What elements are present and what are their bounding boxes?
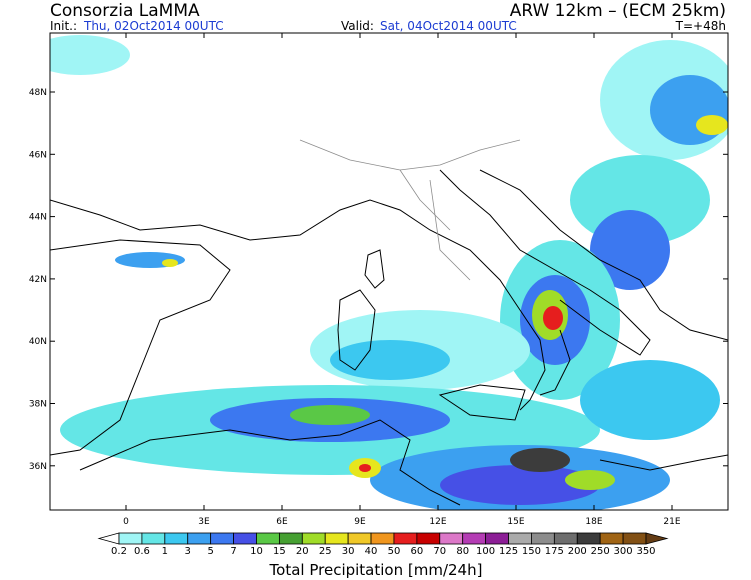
colorbar-label: 100 (476, 546, 495, 557)
colorbar-label: 350 (636, 546, 655, 557)
colorbar-swatch (324, 532, 349, 545)
colorbar-swatch (301, 532, 326, 545)
lat-label: 42N (29, 275, 47, 285)
colorbar-label: 1 (162, 546, 168, 557)
colorbar-label: 150 (522, 546, 541, 557)
colorbar-arrow (97, 532, 120, 545)
colorbar-label: 25 (319, 546, 332, 557)
colorbar-swatch (531, 532, 555, 545)
init-time: Thu, 02Oct2014 00UTC (83, 19, 224, 33)
colorbar-arrow (645, 532, 669, 545)
colorbar-label: 125 (499, 546, 518, 557)
colorbar-swatch (164, 532, 189, 545)
institution: Consorzia LaMMA (50, 1, 200, 21)
colorbar-swatch (187, 532, 212, 545)
valid-time: Sat, 04Oct2014 00UTC (380, 19, 517, 33)
lat-label: 48N (29, 88, 47, 98)
model: ARW 12km – (ECM 25km) (510, 1, 726, 21)
valid-label: Valid: (341, 19, 374, 33)
lat-label: 36N (29, 462, 47, 472)
colorbar-label: 30 (342, 546, 355, 557)
colorbar-swatch (462, 532, 487, 545)
colorbar-label: 250 (591, 546, 610, 557)
colorbar-label: 175 (545, 546, 564, 557)
colorbar-label: 200 (568, 546, 587, 557)
coastlines (50, 139, 728, 506)
colorbar-swatch (347, 532, 372, 545)
lon-label: 12E (429, 517, 446, 527)
lon-label: 15E (507, 517, 524, 527)
lon-label: 18E (585, 517, 602, 527)
lat-label: 44N (29, 213, 47, 223)
colorbar-swatch (439, 532, 464, 545)
colorbar-swatch (278, 532, 303, 545)
colorbar-swatch (576, 532, 601, 545)
colorbar-label: 80 (456, 546, 469, 557)
colorbar-label: 60 (411, 546, 424, 557)
colorbar-label: 0.6 (134, 546, 150, 557)
colorbar-swatch (553, 532, 578, 545)
lon-label: 9E (354, 517, 366, 527)
lead-time: T=+48h (675, 19, 726, 33)
colorbar-swatch (370, 532, 395, 545)
colorbar-swatch (485, 532, 509, 545)
lon-label: 0 (123, 517, 129, 527)
map-area (49, 32, 729, 511)
colorbar-swatch (118, 532, 143, 545)
colorbar-label: 5 (207, 546, 213, 557)
colorbar-swatch (256, 532, 280, 545)
colorbar-swatch (233, 532, 257, 545)
lon-label: 21E (663, 517, 680, 527)
colorbar-swatch (141, 532, 166, 545)
precipitation-field (50, 35, 728, 510)
colorbar-label: 70 (433, 546, 446, 557)
init-label: Init.: (50, 19, 77, 33)
lon-label: 3E (198, 517, 210, 527)
colorbar-label: 15 (273, 546, 286, 557)
colorbar-label: 20 (296, 546, 309, 557)
colorbar-label: 300 (614, 546, 633, 557)
colorbar-label: 10 (250, 546, 263, 557)
legend-title: Total Precipitation [mm/24h] (269, 561, 483, 579)
colorbar-label: 50 (388, 546, 401, 557)
colorbar-label: 3 (185, 546, 191, 557)
colorbar-swatch (622, 532, 647, 545)
lat-label: 40N (29, 337, 47, 347)
map-frame (49, 32, 729, 511)
lat-label: 38N (29, 400, 47, 410)
lat-label: 46N (29, 150, 47, 160)
colorbar-swatch (210, 532, 234, 545)
colorbar-label: 40 (365, 546, 378, 557)
colorbar-swatch (599, 532, 624, 545)
lon-label: 6E (276, 517, 288, 527)
colorbar-swatch (393, 532, 418, 545)
colorbar-label: 0.2 (111, 546, 127, 557)
colorbar-swatch (416, 532, 441, 545)
colorbar-swatch (508, 532, 532, 545)
colorbar-label: 7 (230, 546, 236, 557)
